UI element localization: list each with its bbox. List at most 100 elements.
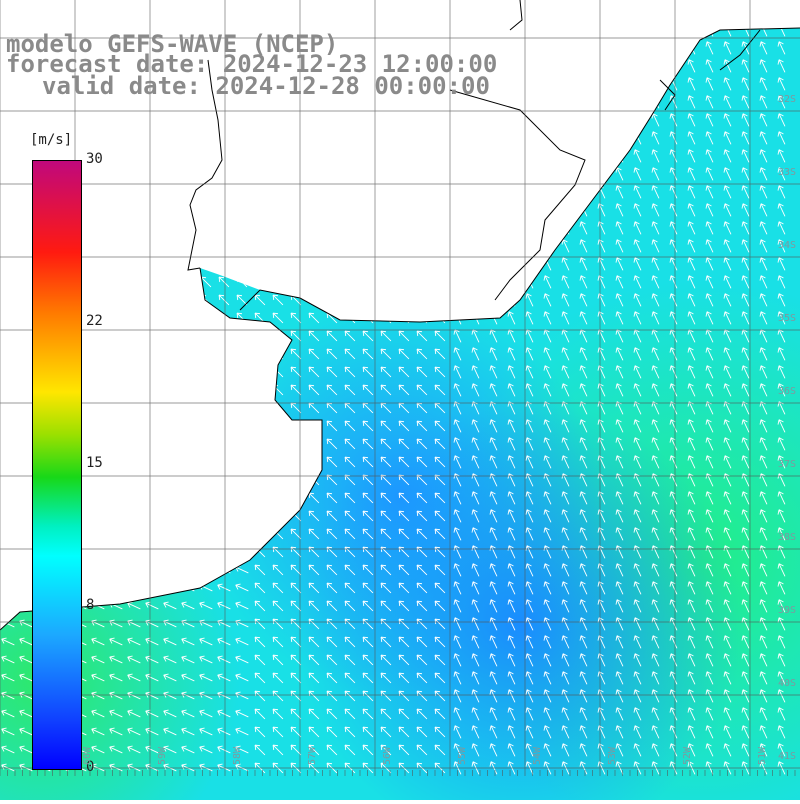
wind-arrow (687, 527, 696, 541)
wind-arrow (236, 132, 248, 144)
wind-arrow (109, 745, 123, 754)
wind-arrow (416, 492, 428, 504)
wind-arrow (308, 744, 320, 756)
wind-arrow (453, 743, 462, 757)
wind-arrow (199, 727, 213, 736)
wind-arrow (615, 167, 624, 181)
wind-arrow (579, 311, 588, 325)
wind-arrow (777, 725, 786, 739)
wind-arrow (543, 167, 552, 181)
wind-arrow (92, 420, 104, 432)
wind-arrow (705, 419, 714, 433)
wind-arrow (416, 420, 428, 432)
wind-arrow (109, 673, 123, 682)
wind-arrow (723, 167, 732, 181)
wind-arrow (2, 312, 14, 324)
wind-arrow (543, 671, 552, 685)
wind-arrow (110, 510, 122, 522)
wind-arrow (543, 311, 552, 325)
wind-arrow (525, 581, 534, 595)
wind-arrow (272, 294, 284, 306)
wind-arrow (254, 258, 266, 270)
wind-arrow (146, 276, 158, 288)
wind-arrow (290, 276, 302, 288)
wind-arrow (308, 114, 320, 126)
wind-arrow (525, 239, 534, 253)
wind-arrow (687, 167, 696, 181)
wind-arrow (362, 150, 374, 162)
wind-arrow (759, 293, 768, 307)
wind-arrow (1, 655, 15, 664)
wind-arrow (398, 276, 410, 288)
wind-arrow (380, 294, 392, 306)
wind-arrow (290, 204, 302, 216)
wind-arrow (362, 186, 374, 198)
wind-arrow (398, 420, 410, 432)
wind-arrow (651, 581, 660, 595)
wind-arrow (182, 510, 194, 522)
wind-arrow (777, 275, 786, 289)
wind-arrow (434, 438, 446, 450)
wind-arrow (2, 132, 14, 144)
wind-arrow (525, 563, 534, 577)
wind-arrow (723, 563, 732, 577)
wind-arrow (146, 312, 158, 324)
wind-arrow (254, 384, 266, 396)
wind-arrow (741, 635, 750, 649)
wind-arrow (2, 78, 14, 90)
wind-arrow (110, 294, 122, 306)
wind-arrow (525, 149, 534, 163)
wind-arrow (579, 419, 588, 433)
wind-arrow (777, 671, 786, 685)
wind-arrow (416, 438, 428, 450)
wind-arrow (561, 383, 570, 397)
wind-arrow (416, 528, 428, 540)
wind-arrow (236, 384, 248, 396)
wind-arrow (434, 222, 446, 234)
wind-arrow (615, 239, 624, 253)
wind-arrow (434, 744, 446, 756)
wind-arrow (597, 167, 606, 181)
wind-arrow (272, 186, 284, 198)
wind-arrow (110, 348, 122, 360)
wind-arrow (615, 419, 624, 433)
wind-arrow (489, 707, 498, 721)
wind-arrow (128, 150, 140, 162)
latitude-label: 41S (777, 751, 796, 762)
wind-arrow (507, 599, 516, 613)
wind-arrow (236, 438, 248, 450)
wind-arrow (759, 437, 768, 451)
wind-arrow (489, 131, 498, 145)
wind-arrow (20, 294, 32, 306)
wind-arrow (723, 275, 732, 289)
wind-arrow (561, 293, 570, 307)
wind-arrow (579, 131, 588, 145)
wind-arrow (705, 689, 714, 703)
wind-arrow (687, 77, 696, 91)
wind-arrow (380, 384, 392, 396)
wind-arrow (651, 311, 660, 325)
wind-arrow (579, 689, 588, 703)
wind-arrow (236, 186, 248, 198)
wind-arrow (128, 474, 140, 486)
wind-arrow (290, 672, 302, 684)
wind-arrow (633, 77, 642, 91)
wind-arrow (272, 312, 284, 324)
wind-arrow (651, 28, 660, 37)
wind-arrow (723, 509, 732, 523)
wind-arrow (146, 222, 158, 234)
wind-arrow (398, 132, 410, 144)
wind-arrow (759, 167, 768, 181)
wind-arrow (615, 347, 624, 361)
wind-arrow (615, 707, 624, 721)
wind-arrow (543, 437, 552, 451)
wind-arrow (471, 293, 480, 307)
wind-arrow (543, 509, 552, 523)
wind-arrow (398, 618, 410, 630)
wind-arrow (651, 455, 660, 469)
wind-arrow (182, 348, 194, 360)
wind-arrow (525, 671, 534, 685)
wind-arrow (579, 77, 588, 91)
wind-arrow (741, 689, 750, 703)
wind-arrow (579, 41, 588, 55)
